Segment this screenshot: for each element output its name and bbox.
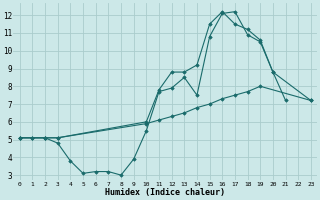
X-axis label: Humidex (Indice chaleur): Humidex (Indice chaleur) — [105, 188, 225, 197]
